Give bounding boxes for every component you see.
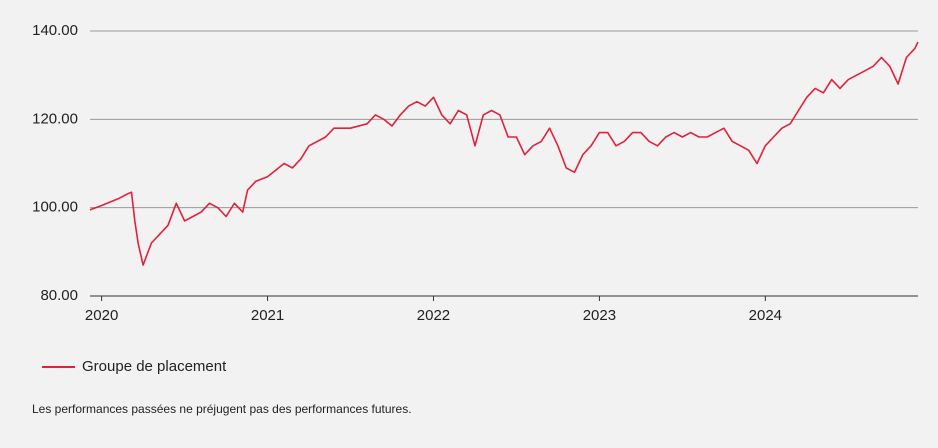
x-tick-label: 2023 <box>583 307 616 324</box>
y-tick-label: 140.00 <box>32 22 78 39</box>
y-tick-label: 80.00 <box>40 287 78 304</box>
line <box>89 41 919 266</box>
y-tick-label: 120.00 <box>32 110 78 127</box>
x-tick-label: 2021 <box>251 307 284 324</box>
legend-label: Groupe de placement <box>82 358 227 375</box>
x-tick-label: 2020 <box>85 307 118 324</box>
footnote: Les performances passées ne préjugent pa… <box>32 402 412 416</box>
x-tick-label: 2022 <box>417 307 450 324</box>
x-tick-label: 2024 <box>749 307 782 324</box>
y-tick-label: 100.00 <box>32 199 78 216</box>
